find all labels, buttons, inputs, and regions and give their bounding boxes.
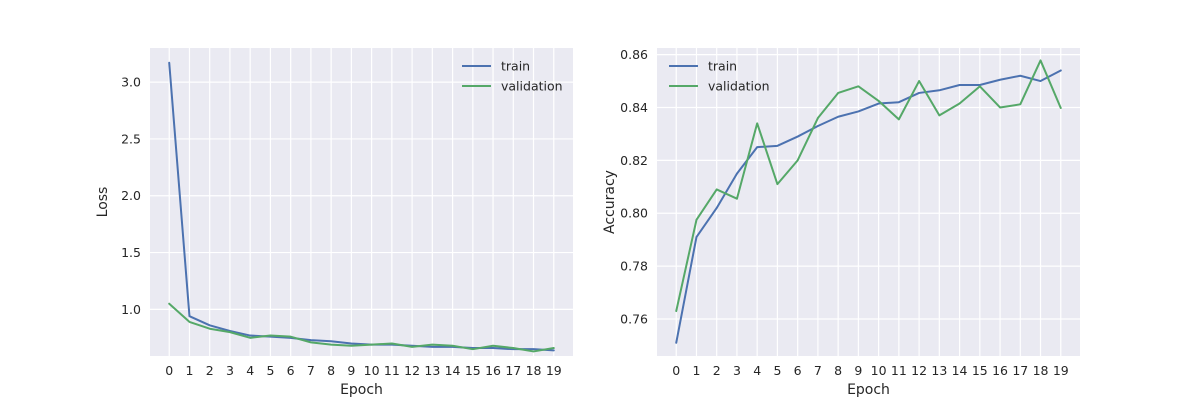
y-axis-label: Loss	[95, 187, 111, 218]
x-tick-label: 10	[364, 363, 380, 378]
legend-label-validation: validation	[501, 79, 563, 94]
x-tick-label: 5	[773, 363, 781, 378]
x-tick-label: 13	[424, 363, 440, 378]
x-tick-label: 4	[246, 363, 254, 378]
y-tick-label: 2.0	[121, 188, 141, 203]
x-tick-label: 11	[891, 363, 907, 378]
series-line-validation	[168, 302, 555, 353]
y-tick-label: 0.80	[620, 206, 648, 221]
legend-label-validation: validation	[708, 79, 770, 94]
x-tick-label: 11	[384, 363, 400, 378]
series-line-train	[168, 61, 555, 352]
x-tick-label: 17	[505, 363, 521, 378]
x-tick-label: 15	[465, 363, 481, 378]
x-tick-label: 14	[952, 363, 968, 378]
y-tick-label: 0.84	[620, 100, 648, 115]
legend-label-train: train	[501, 59, 530, 74]
x-tick-label: 9	[347, 363, 355, 378]
x-tick-label: 3	[226, 363, 234, 378]
y-tick-label: 3.0	[121, 75, 141, 90]
x-tick-label: 13	[931, 363, 947, 378]
x-tick-label: 10	[871, 363, 887, 378]
legend: train validation	[669, 59, 770, 94]
x-tick-label: 6	[287, 363, 295, 378]
y-tick-label: 1.0	[121, 302, 141, 317]
legend: train validation	[462, 59, 563, 94]
x-tick-label: 1	[692, 363, 700, 378]
x-tick-label: 14	[445, 363, 461, 378]
x-tick-label: 4	[753, 363, 761, 378]
x-tick-label: 6	[794, 363, 802, 378]
accuracy-chart: 0 1 2 3 4 5 6 7 8 9 10 11 12 13 14 15 16 17 18 190.760.780.…	[602, 47, 1080, 398]
x-tick-label: 0	[672, 363, 680, 378]
x-tick-label: 17	[1012, 363, 1028, 378]
y-tick-label: 2.5	[121, 131, 141, 146]
plot-area	[150, 48, 573, 356]
x-tick-label: 12	[911, 363, 927, 378]
x-tick-label: 12	[404, 363, 420, 378]
y-tick-label: 0.86	[620, 47, 648, 62]
x-tick-label: 16	[485, 363, 501, 378]
x-axis-label: Epoch	[340, 382, 383, 398]
x-tick-label: 8	[834, 363, 842, 378]
y-tick-label: 0.82	[620, 153, 648, 168]
y-tick-label: 1.5	[121, 245, 141, 260]
x-tick-label: 18	[1033, 363, 1049, 378]
x-tick-label: 19	[1053, 363, 1069, 378]
x-tick-label: 19	[546, 363, 562, 378]
x-tick-label: 5	[266, 363, 274, 378]
plot-area	[657, 48, 1080, 356]
x-tick-label: 7	[307, 363, 315, 378]
series-line-validation	[675, 59, 1062, 313]
x-tick-label: 18	[526, 363, 542, 378]
y-tick-label: 0.76	[620, 311, 648, 326]
x-tick-label: 16	[992, 363, 1008, 378]
x-tick-label: 0	[165, 363, 173, 378]
y-axis-label: Accuracy	[602, 170, 618, 234]
loss-chart: 0 1 2 3 4 5 6 7 8 9 10 11 12 13 14 15 16 17 18 191.01.52.02…	[95, 48, 573, 398]
x-axis-label: Epoch	[847, 382, 890, 398]
series-line-train	[675, 69, 1062, 344]
x-tick-label: 9	[854, 363, 862, 378]
y-tick-label: 0.78	[620, 259, 648, 274]
x-tick-label: 15	[972, 363, 988, 378]
x-tick-label: 2	[713, 363, 721, 378]
x-tick-label: 1	[185, 363, 193, 378]
x-tick-label: 7	[814, 363, 822, 378]
x-tick-label: 2	[206, 363, 214, 378]
legend-label-train: train	[708, 59, 737, 74]
x-tick-label: 8	[327, 363, 335, 378]
x-tick-label: 3	[733, 363, 741, 378]
